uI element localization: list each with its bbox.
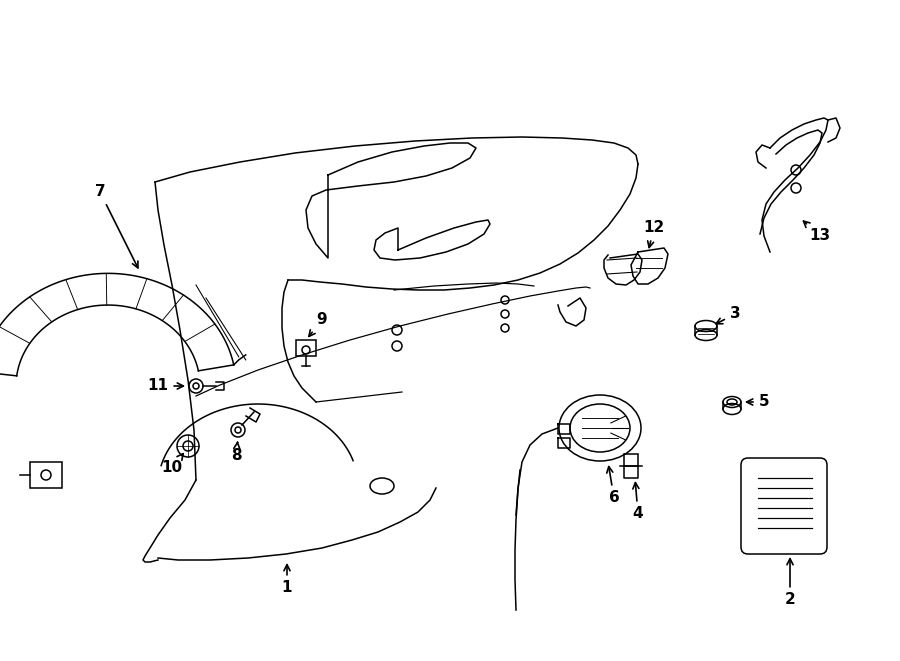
Text: 3: 3	[716, 307, 741, 324]
Text: 4: 4	[633, 483, 643, 522]
Polygon shape	[306, 143, 476, 258]
Bar	[624, 454, 638, 466]
Text: 2: 2	[785, 559, 796, 607]
Bar	[296, 340, 316, 356]
Text: 1: 1	[282, 564, 292, 596]
Text: 10: 10	[161, 453, 184, 475]
Bar	[30, 462, 62, 488]
Text: 13: 13	[804, 221, 831, 243]
Text: 5: 5	[747, 395, 770, 410]
Text: 7: 7	[94, 184, 138, 268]
Polygon shape	[374, 220, 490, 260]
Text: 8: 8	[230, 442, 241, 463]
Text: 6: 6	[607, 467, 619, 506]
Text: 11: 11	[148, 379, 184, 393]
Text: 9: 9	[309, 313, 328, 336]
Text: 12: 12	[644, 221, 664, 247]
